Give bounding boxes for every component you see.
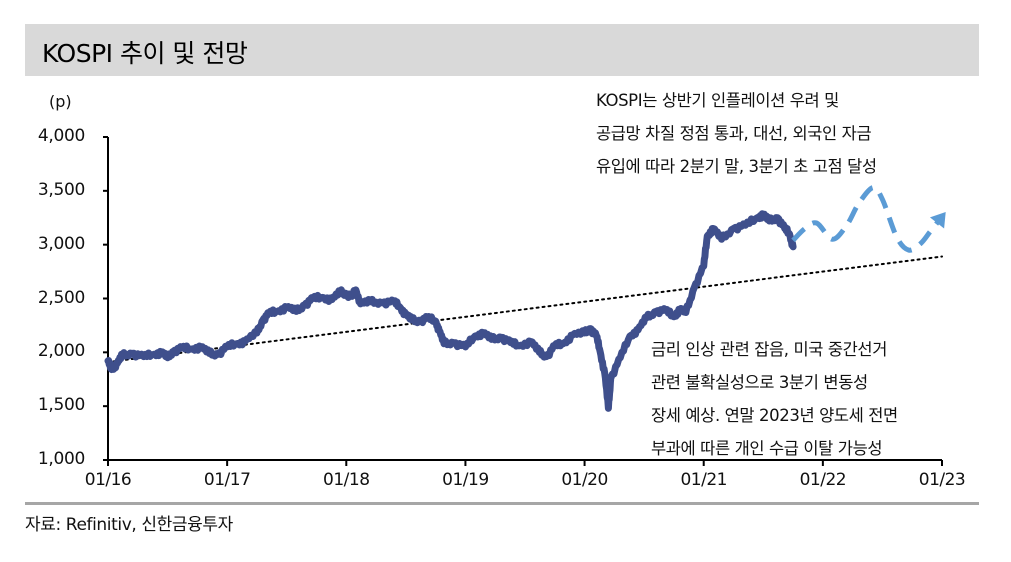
annotation-top: KOSPI는 상반기 인플레이션 우려 및 공급망 차질 정점 통과, 대선, … [596,84,877,183]
annotation-bottom: 금리 인상 관련 잡음, 미국 중간선거 관련 불확실성으로 3분기 변동성 장… [651,333,898,465]
annotation-top-line: 유입에 따라 2분기 말, 3분기 초 고점 달성 [596,157,877,176]
forecast-arrow-icon [929,211,946,229]
y-tick-label: 1,000 [37,449,85,469]
y-tick-label: 2,500 [37,287,85,308]
x-tick-label: 01/17 [203,470,251,490]
chart-title: KOSPI 추이 및 전망 [42,39,248,68]
kospi-forecast-line [791,185,944,253]
kospi-actual-line [104,210,797,412]
y-tick-label: 4,000 [37,126,85,146]
x-tick-label: 01/19 [442,470,489,490]
y-tick-label: 1,500 [37,395,85,416]
x-tick-label: 01/20 [561,470,608,490]
x-tick-label: 01/18 [323,470,370,490]
annotation-bottom-line: 관련 불확실성으로 3분기 변동성 [651,373,868,392]
source-note: 자료: Refinitiv, 신한금융투자 [25,515,233,535]
x-tick-label: 01/21 [680,470,727,490]
x-tick-label: 01/23 [918,470,966,490]
annotation-bottom-line: 부과에 따른 개인 수급 이탈 가능성 [651,439,883,458]
annotation-bottom-line: 장세 예상. 연말 2023년 양도세 전면 [651,406,898,425]
y-tick-label: 2,000 [37,341,85,362]
annotation-bottom-line: 금리 인상 관련 잡음, 미국 중간선거 [651,340,887,359]
y-tick-label: 3,000 [37,233,85,254]
annotation-top-line: 공급망 차질 정점 통과, 대선, 외국인 자금 [596,124,872,143]
x-tick-label: 01/16 [84,470,132,490]
y-axis-unit: (p) [49,92,72,111]
bottom-divider [25,502,979,505]
annotation-top-line: KOSPI는 상반기 인플레이션 우려 및 [596,91,839,110]
y-tick-label: 3,500 [37,179,85,200]
axes [103,136,943,466]
title-bar: KOSPI 추이 및 전망 [25,24,979,76]
x-tick-label: 01/22 [799,470,847,490]
